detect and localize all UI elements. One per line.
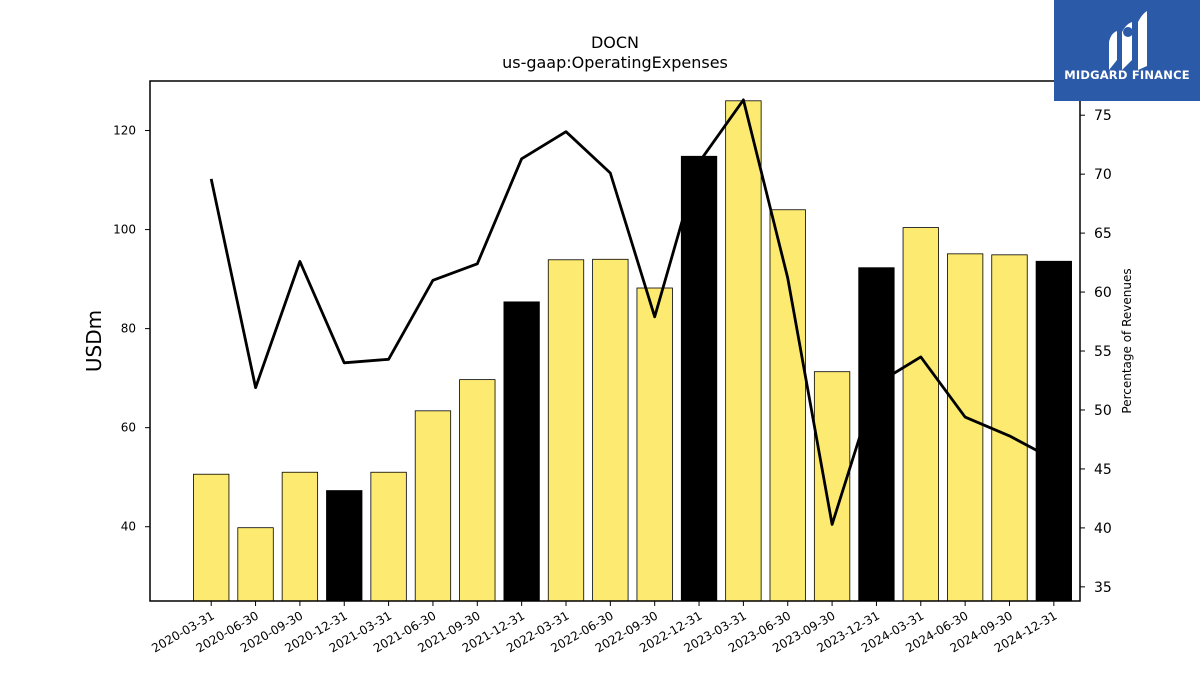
bar-2020-12-31 [326,490,363,602]
midgard-logo-icon [1109,11,1147,70]
bar-2021-09-30 [459,379,496,602]
y-tick-label: 40 [121,520,136,534]
bar-2021-03-31 [370,471,407,602]
bar-2020-03-31 [193,473,230,602]
plot-frame [149,80,1081,602]
y2-tick-label: 65 [1094,226,1112,242]
bar-2024-03-31 [902,227,939,602]
bar-2024-06-30 [946,253,984,602]
y-tick-label: 80 [121,322,136,336]
bar-2022-12-31 [680,155,718,602]
chart-title: DOCN [591,33,639,52]
bar-2022-09-30 [636,287,673,602]
bar-2020-06-30 [237,527,274,602]
y-tick-label: 100 [113,223,136,237]
y-tick-label: 60 [121,421,136,435]
y2-tick-label: 40 [1094,521,1112,537]
logo-text: MIDGARD FINANCE [1064,68,1190,82]
y2-tick-label: 70 [1094,167,1112,183]
bar-2021-06-30 [414,410,452,602]
y2-tick-label: 55 [1094,344,1112,360]
bar-2024-09-30 [991,254,1028,602]
bar-2023-03-31 [725,100,762,602]
y-axis-label: USDm [82,310,106,372]
bar-2022-03-31 [547,259,585,602]
bar-2022-06-30 [592,258,629,602]
y2-tick-label: 35 [1094,580,1112,596]
chart-subtitle: us-gaap:OperatingExpenses [502,53,728,72]
bar-2021-12-31 [503,301,540,602]
y2-tick-label: 50 [1094,403,1112,419]
bar-2020-09-30 [281,471,319,602]
bar-2024-12-31 [1035,260,1072,602]
y-tick-label: 120 [113,124,136,138]
bar-2023-06-30 [769,209,806,602]
percentage-line [209,98,1055,526]
logo: MIDGARD FINANCE [1054,0,1200,101]
y2-tick-label: 75 [1094,108,1112,124]
bar-2023-12-31 [858,267,895,602]
y2-tick-label: 45 [1094,462,1112,478]
y2-tick-label: 60 [1094,285,1112,301]
y2-axis-label: Percentage of Revenues [1120,268,1134,413]
